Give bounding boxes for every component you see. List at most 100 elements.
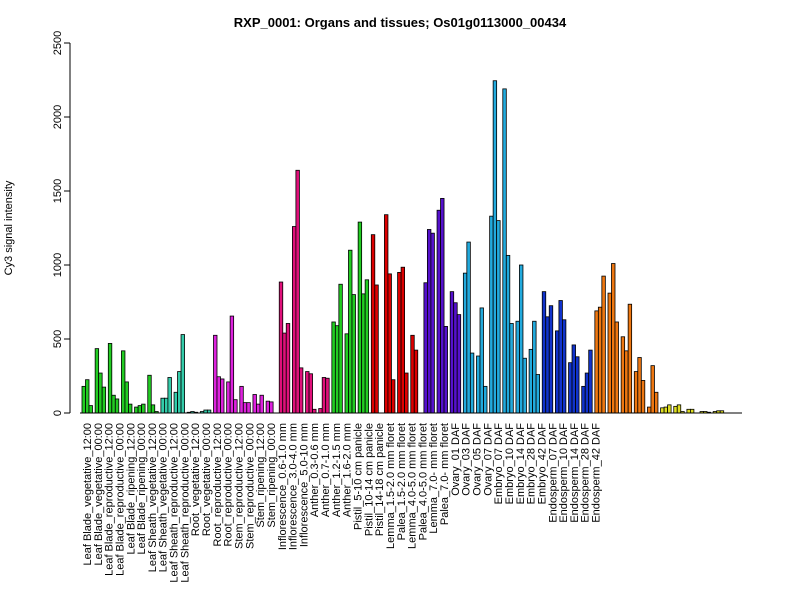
x-tick-label: Lemma_7.0- mm floret [428, 423, 440, 534]
y-axis: 0 500 1000 1500 2000 2500 [52, 31, 71, 416]
bar [584, 372, 590, 414]
bar [364, 279, 370, 414]
bar [469, 352, 475, 414]
bar [483, 385, 488, 414]
bar [558, 300, 563, 414]
bar [650, 365, 655, 414]
bar [216, 376, 221, 414]
bar [101, 386, 107, 414]
bar [114, 398, 120, 414]
bar [107, 343, 113, 414]
chart-title: RXP_0001: Organs and tissues; Os01g01130… [234, 15, 567, 30]
x-tick-label: Anther_0.3-0.6 mm [309, 423, 321, 517]
bar [348, 249, 353, 414]
bar [177, 371, 182, 414]
bar [430, 232, 435, 414]
bar [663, 406, 668, 414]
bar [519, 264, 524, 414]
bar [167, 377, 172, 414]
x-tick-label: Stem_ripening_12:00 [255, 423, 267, 528]
bar [462, 272, 468, 414]
x-tick-label: Inflorescence_5.0-10 mm [298, 423, 310, 547]
bar [163, 397, 169, 414]
y-tick-label: 1000 [52, 253, 64, 277]
bar [690, 408, 695, 414]
x-tick-label: Root_vegetative_00:00 [201, 423, 213, 536]
bar [676, 404, 682, 414]
bar [160, 397, 165, 414]
bar [239, 385, 244, 414]
bar [147, 374, 152, 414]
y-tick-label: 0 [52, 410, 64, 416]
bar [466, 241, 471, 414]
bar [410, 334, 415, 414]
bar [321, 377, 327, 414]
bar [259, 394, 264, 414]
bar [285, 323, 291, 414]
bar [568, 362, 573, 414]
x-tick-label: Embryo_42 DAF [536, 423, 548, 505]
bar [545, 316, 550, 414]
bar [325, 377, 330, 414]
bars [81, 80, 725, 414]
bar [489, 215, 494, 414]
bar [370, 234, 376, 414]
bar [94, 348, 100, 414]
x-tick-label: Endosperm_42 DAF [591, 423, 603, 523]
bar [581, 385, 586, 414]
x-tick-label: Inflorescence_0.6-1.0 mm [277, 423, 289, 550]
bar [282, 332, 287, 414]
x-tick-label: Lemma_4.0-5.0 mm floret [407, 423, 419, 549]
bar [312, 408, 317, 414]
x-tick-label: Root_reproductive_00:00 [223, 423, 235, 547]
y-tick-label: 2000 [52, 105, 64, 129]
bar [633, 371, 639, 414]
x-tick-label: Leaf Blade_ripening_00:00 [136, 423, 148, 555]
x-tick-label: Anther_1.2-1.5 mm [331, 423, 343, 517]
bar [137, 405, 143, 414]
bar [391, 379, 396, 414]
bar [404, 372, 409, 414]
bar [686, 408, 691, 414]
bar [440, 197, 445, 414]
bar [384, 214, 389, 414]
bar [351, 294, 356, 414]
bar [620, 336, 626, 414]
bar [400, 266, 406, 414]
bar [150, 404, 156, 414]
bar [278, 281, 284, 414]
bar [505, 254, 511, 414]
bar [233, 399, 238, 414]
bar [522, 357, 527, 414]
x-tick-label: Palea_4.0-5.0 mm floret [417, 423, 429, 540]
bar [637, 357, 642, 414]
bar [528, 348, 533, 414]
bar [571, 344, 576, 414]
bar [180, 334, 185, 414]
x-tick-label: Endosperm_07 DAF [547, 423, 559, 523]
x-tick-label: Endosperm_14 DAF [569, 423, 581, 523]
bar [344, 333, 349, 414]
bar [98, 372, 103, 414]
bar [660, 407, 665, 414]
x-tick-label: Root_vegetative_12:00 [190, 423, 202, 536]
bar [246, 402, 251, 414]
bar [85, 379, 90, 414]
bar [624, 350, 629, 414]
bar [141, 403, 146, 414]
x-tick-label: Embryo_14 DAF [515, 423, 527, 505]
bar [308, 373, 313, 414]
x-tick-label: Ovary_07 DAF [482, 423, 494, 496]
x-tick-label: Leaf Sheath_reproductive_12:00 [169, 423, 181, 583]
bar [374, 284, 379, 414]
bar [124, 381, 129, 414]
bar [357, 221, 363, 414]
bar [575, 356, 580, 414]
bar [496, 220, 501, 414]
bar [242, 402, 248, 414]
x-tick-label: Stem_reproductive_12:00 [233, 423, 245, 549]
bar [509, 323, 514, 414]
bar [81, 385, 86, 414]
